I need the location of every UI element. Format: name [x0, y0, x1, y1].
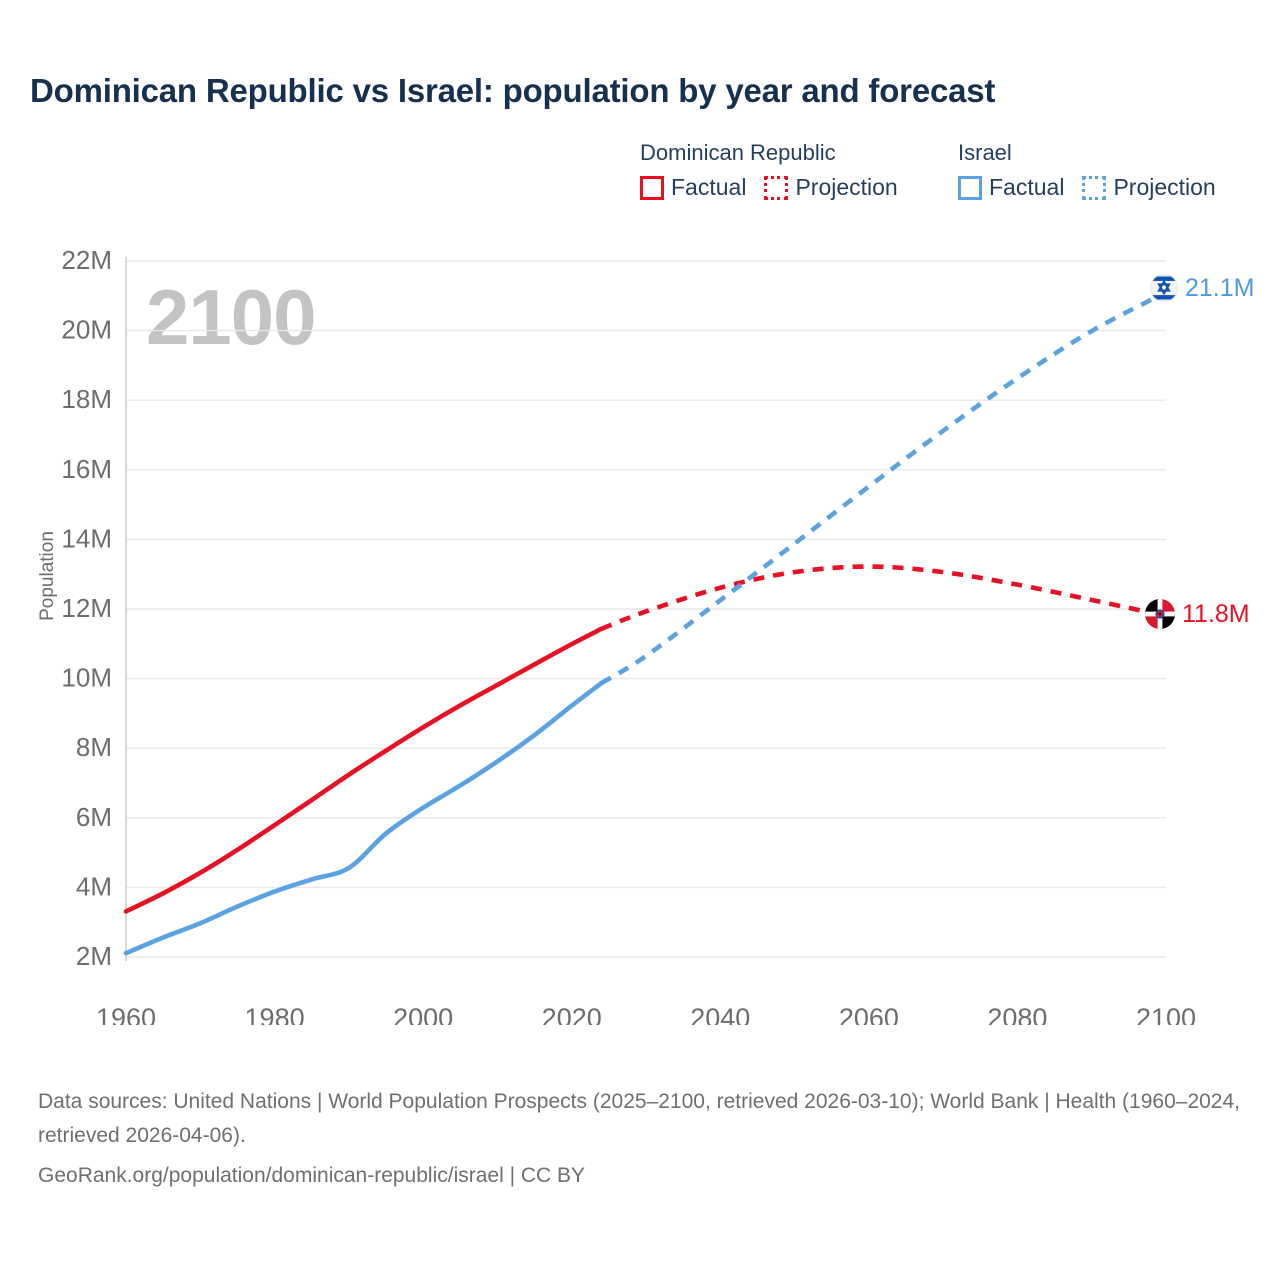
- y-axis-tick-label: 2M: [76, 941, 112, 971]
- x-axis-tick-labels: 1960 1980 2000 2020 2040 2060 2080 2100: [96, 1003, 1196, 1025]
- y-axis-tick-label: 6M: [76, 802, 112, 832]
- y-axis-tick-label: 8M: [76, 732, 112, 762]
- y-axis-tick-label: 4M: [76, 871, 112, 901]
- y-axis-tick-label: 18M: [61, 384, 112, 414]
- legend-group-dominican-republic: Dominican Republic Factual Projection: [640, 140, 898, 201]
- series-line-factual-dominican-republic: [123, 626, 604, 914]
- data-series-lines: [123, 290, 1168, 956]
- legend-item-dr-factual[interactable]: Factual: [640, 174, 746, 201]
- legend-item-label: Factual: [671, 174, 747, 200]
- plot-area: 2M 4M 6M 8M 10M 12M 14M 16M 18M 20M 22M 1960 1980 20…: [0, 235, 1280, 1025]
- y-axis-tick-label: 20M: [61, 315, 112, 345]
- x-axis-tick-label: 2020: [542, 1003, 602, 1025]
- x-axis-tick-label: 1960: [96, 1003, 156, 1025]
- y-axis-tick-labels: 2M 4M 6M 8M 10M 12M 14M 16M 18M 20M 22M: [61, 245, 112, 971]
- israel-flag-icon: [1149, 273, 1179, 303]
- endpoint-value-israel: 21.1M: [1185, 273, 1255, 302]
- series-line-projection-israel: [600, 290, 1168, 686]
- x-axis-tick-label: 2060: [839, 1003, 899, 1025]
- solid-line-swatch-icon: [640, 175, 664, 200]
- x-axis-tick-label: 2100: [1136, 1003, 1196, 1025]
- legend-group-title: Israel: [958, 140, 1012, 165]
- legend-group-title: Dominican Republic: [640, 140, 836, 165]
- legend-item-israel-projection[interactable]: Projection: [1082, 174, 1216, 201]
- footer-data-sources: Data sources: United Nations | World Pop…: [38, 1090, 1240, 1147]
- footer: Data sources: United Nations | World Pop…: [38, 1085, 1248, 1193]
- legend-item-label: Projection: [795, 174, 898, 200]
- y-axis-tick-label: 16M: [61, 454, 112, 484]
- x-axis-tick-label: 1980: [245, 1003, 305, 1025]
- y-axis-tick-label: 14M: [61, 523, 112, 553]
- y-axis-tick-label: 10M: [61, 663, 112, 693]
- y-axis-tick-label: 12M: [61, 593, 112, 623]
- dominican-republic-flag-icon: [1145, 599, 1175, 629]
- x-axis-tick-label: 2000: [393, 1003, 453, 1025]
- legend-group-israel: Israel Factual Projection: [958, 140, 1216, 201]
- dotted-line-swatch-icon: [764, 175, 789, 200]
- solid-line-swatch-icon: [958, 175, 982, 200]
- legend-item-label: Factual: [989, 174, 1065, 200]
- chart-svg: 2M 4M 6M 8M 10M 12M 14M 16M 18M 20M 22M 1960 1980 20…: [61, 245, 1196, 1025]
- x-axis-tick-label: 2080: [987, 1003, 1047, 1025]
- endpoint-label-dominican-republic: 11.8M: [1144, 598, 1250, 630]
- dotted-line-swatch-icon: [1082, 175, 1107, 200]
- series-line-projection-dominican-republic: [600, 564, 1167, 631]
- page-title: Dominican Republic vs Israel: population…: [30, 72, 996, 109]
- legend-item-label: Projection: [1113, 174, 1216, 200]
- endpoint-label-israel: 21.1M: [1149, 273, 1254, 303]
- x-axis-tick-label: 2040: [690, 1003, 750, 1025]
- gridlines: [125, 257, 1166, 961]
- chart-legend: Dominican Republic Factual Projection Is…: [640, 140, 1260, 220]
- legend-item-dr-projection[interactable]: Projection: [764, 174, 898, 201]
- endpoint-value-dominican-republic: 11.8M: [1182, 599, 1250, 628]
- series-line-factual-israel: [123, 680, 604, 956]
- y-axis-tick-label: 22M: [61, 245, 112, 275]
- legend-item-israel-factual[interactable]: Factual: [958, 174, 1064, 201]
- footer-attribution: GeoRank.org/population/dominican-republi…: [38, 1164, 586, 1187]
